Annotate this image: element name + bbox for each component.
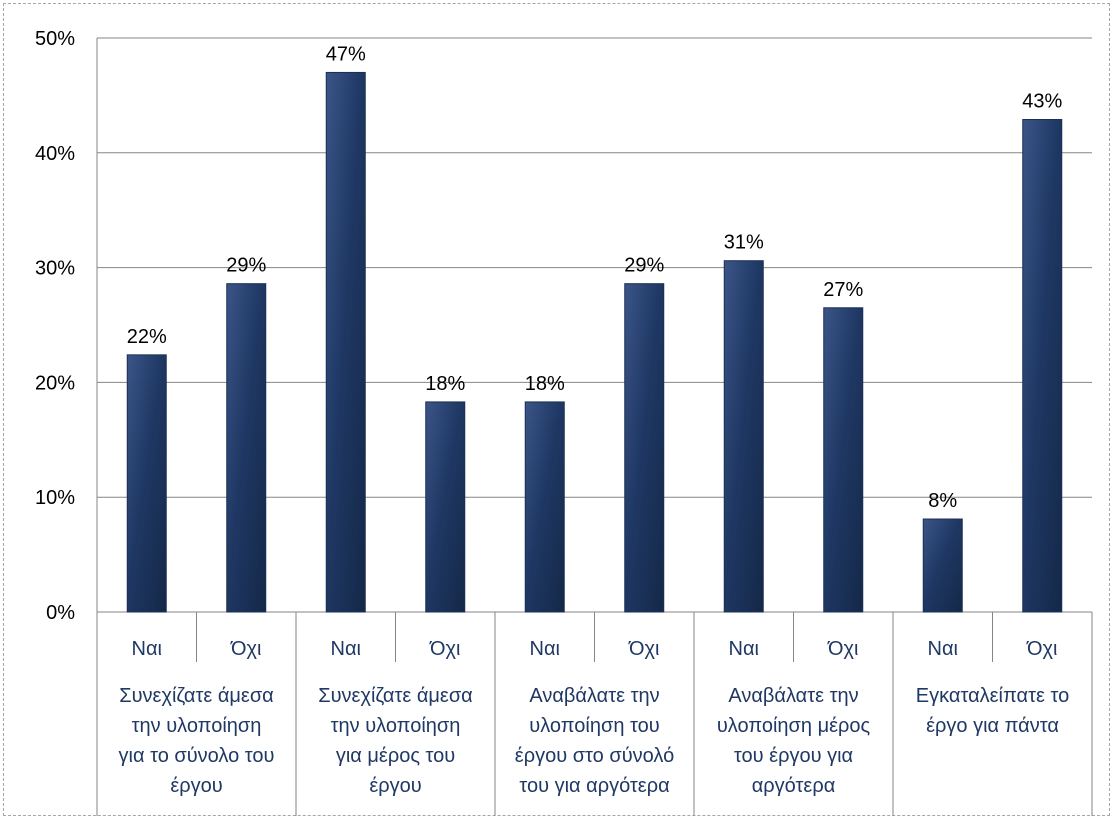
data-label: 29% xyxy=(226,255,266,277)
chart-frame xyxy=(3,3,1110,816)
y-tick-label: 20% xyxy=(35,372,75,394)
data-label: 27% xyxy=(823,279,863,301)
category-label: Όχι xyxy=(827,638,858,660)
bar xyxy=(524,401,565,613)
y-tick-label: 50% xyxy=(35,28,75,50)
y-tick-label: 40% xyxy=(35,143,75,165)
bar xyxy=(823,307,864,613)
data-label: 8% xyxy=(928,490,957,512)
data-label: 43% xyxy=(1022,91,1062,113)
category-label: Όχι xyxy=(429,638,460,660)
category-label: Ναι xyxy=(331,638,361,660)
group-label-line: του έργου για xyxy=(734,745,853,767)
group-label-line: υλοποίηση μέρος xyxy=(717,715,871,737)
group-label-line: του για αργότερα xyxy=(519,775,669,797)
data-label: 47% xyxy=(326,43,366,65)
category-label: Ναι xyxy=(132,638,162,660)
category-label: Ναι xyxy=(729,638,759,660)
group-label-line: έργου στο σύνολό xyxy=(515,745,674,767)
group-label-line: Εγκαταλείπατε το xyxy=(916,685,1069,707)
y-tick-label: 30% xyxy=(35,258,75,280)
group-label-line: Συνεχίζατε άμεσα xyxy=(119,685,273,707)
data-label: 22% xyxy=(127,326,167,348)
group-label-line: έργο για πάντα xyxy=(926,715,1059,737)
bar xyxy=(126,354,167,613)
bar xyxy=(1022,119,1063,613)
bar xyxy=(425,401,466,613)
group-label-line: για το σύνολο του xyxy=(119,745,275,767)
category-label: Όχι xyxy=(628,638,659,660)
bar xyxy=(226,283,267,613)
data-label: 29% xyxy=(624,255,664,277)
group-label-line: την υλοποίηση xyxy=(132,715,262,737)
group-label-line: έργου xyxy=(170,775,222,797)
category-label: Ναι xyxy=(530,638,560,660)
group-label-line: αργότερα xyxy=(752,775,836,797)
group-label-line: για μέρος του xyxy=(336,745,455,767)
bar xyxy=(624,283,665,613)
category-label: Ναι xyxy=(928,638,958,660)
data-label: 18% xyxy=(525,373,565,395)
group-label-line: Αναβάλατε την xyxy=(728,685,858,707)
category-label: Όχι xyxy=(230,638,261,660)
y-tick-label: 0% xyxy=(46,602,75,624)
bar xyxy=(325,71,366,613)
data-label: 18% xyxy=(425,373,465,395)
group-label-line: υλοποίηση του xyxy=(529,715,659,737)
bar xyxy=(723,260,764,613)
y-tick-label: 10% xyxy=(35,487,75,509)
group-label-line: Αναβάλατε την xyxy=(529,685,659,707)
category-label: Όχι xyxy=(1026,638,1057,660)
bar xyxy=(922,518,963,613)
group-label-line: την υλοποίηση xyxy=(331,715,461,737)
data-label: 31% xyxy=(724,232,764,254)
group-label-line: έργου xyxy=(369,775,421,797)
group-label-line: Συνεχίζατε άμεσα xyxy=(318,685,472,707)
